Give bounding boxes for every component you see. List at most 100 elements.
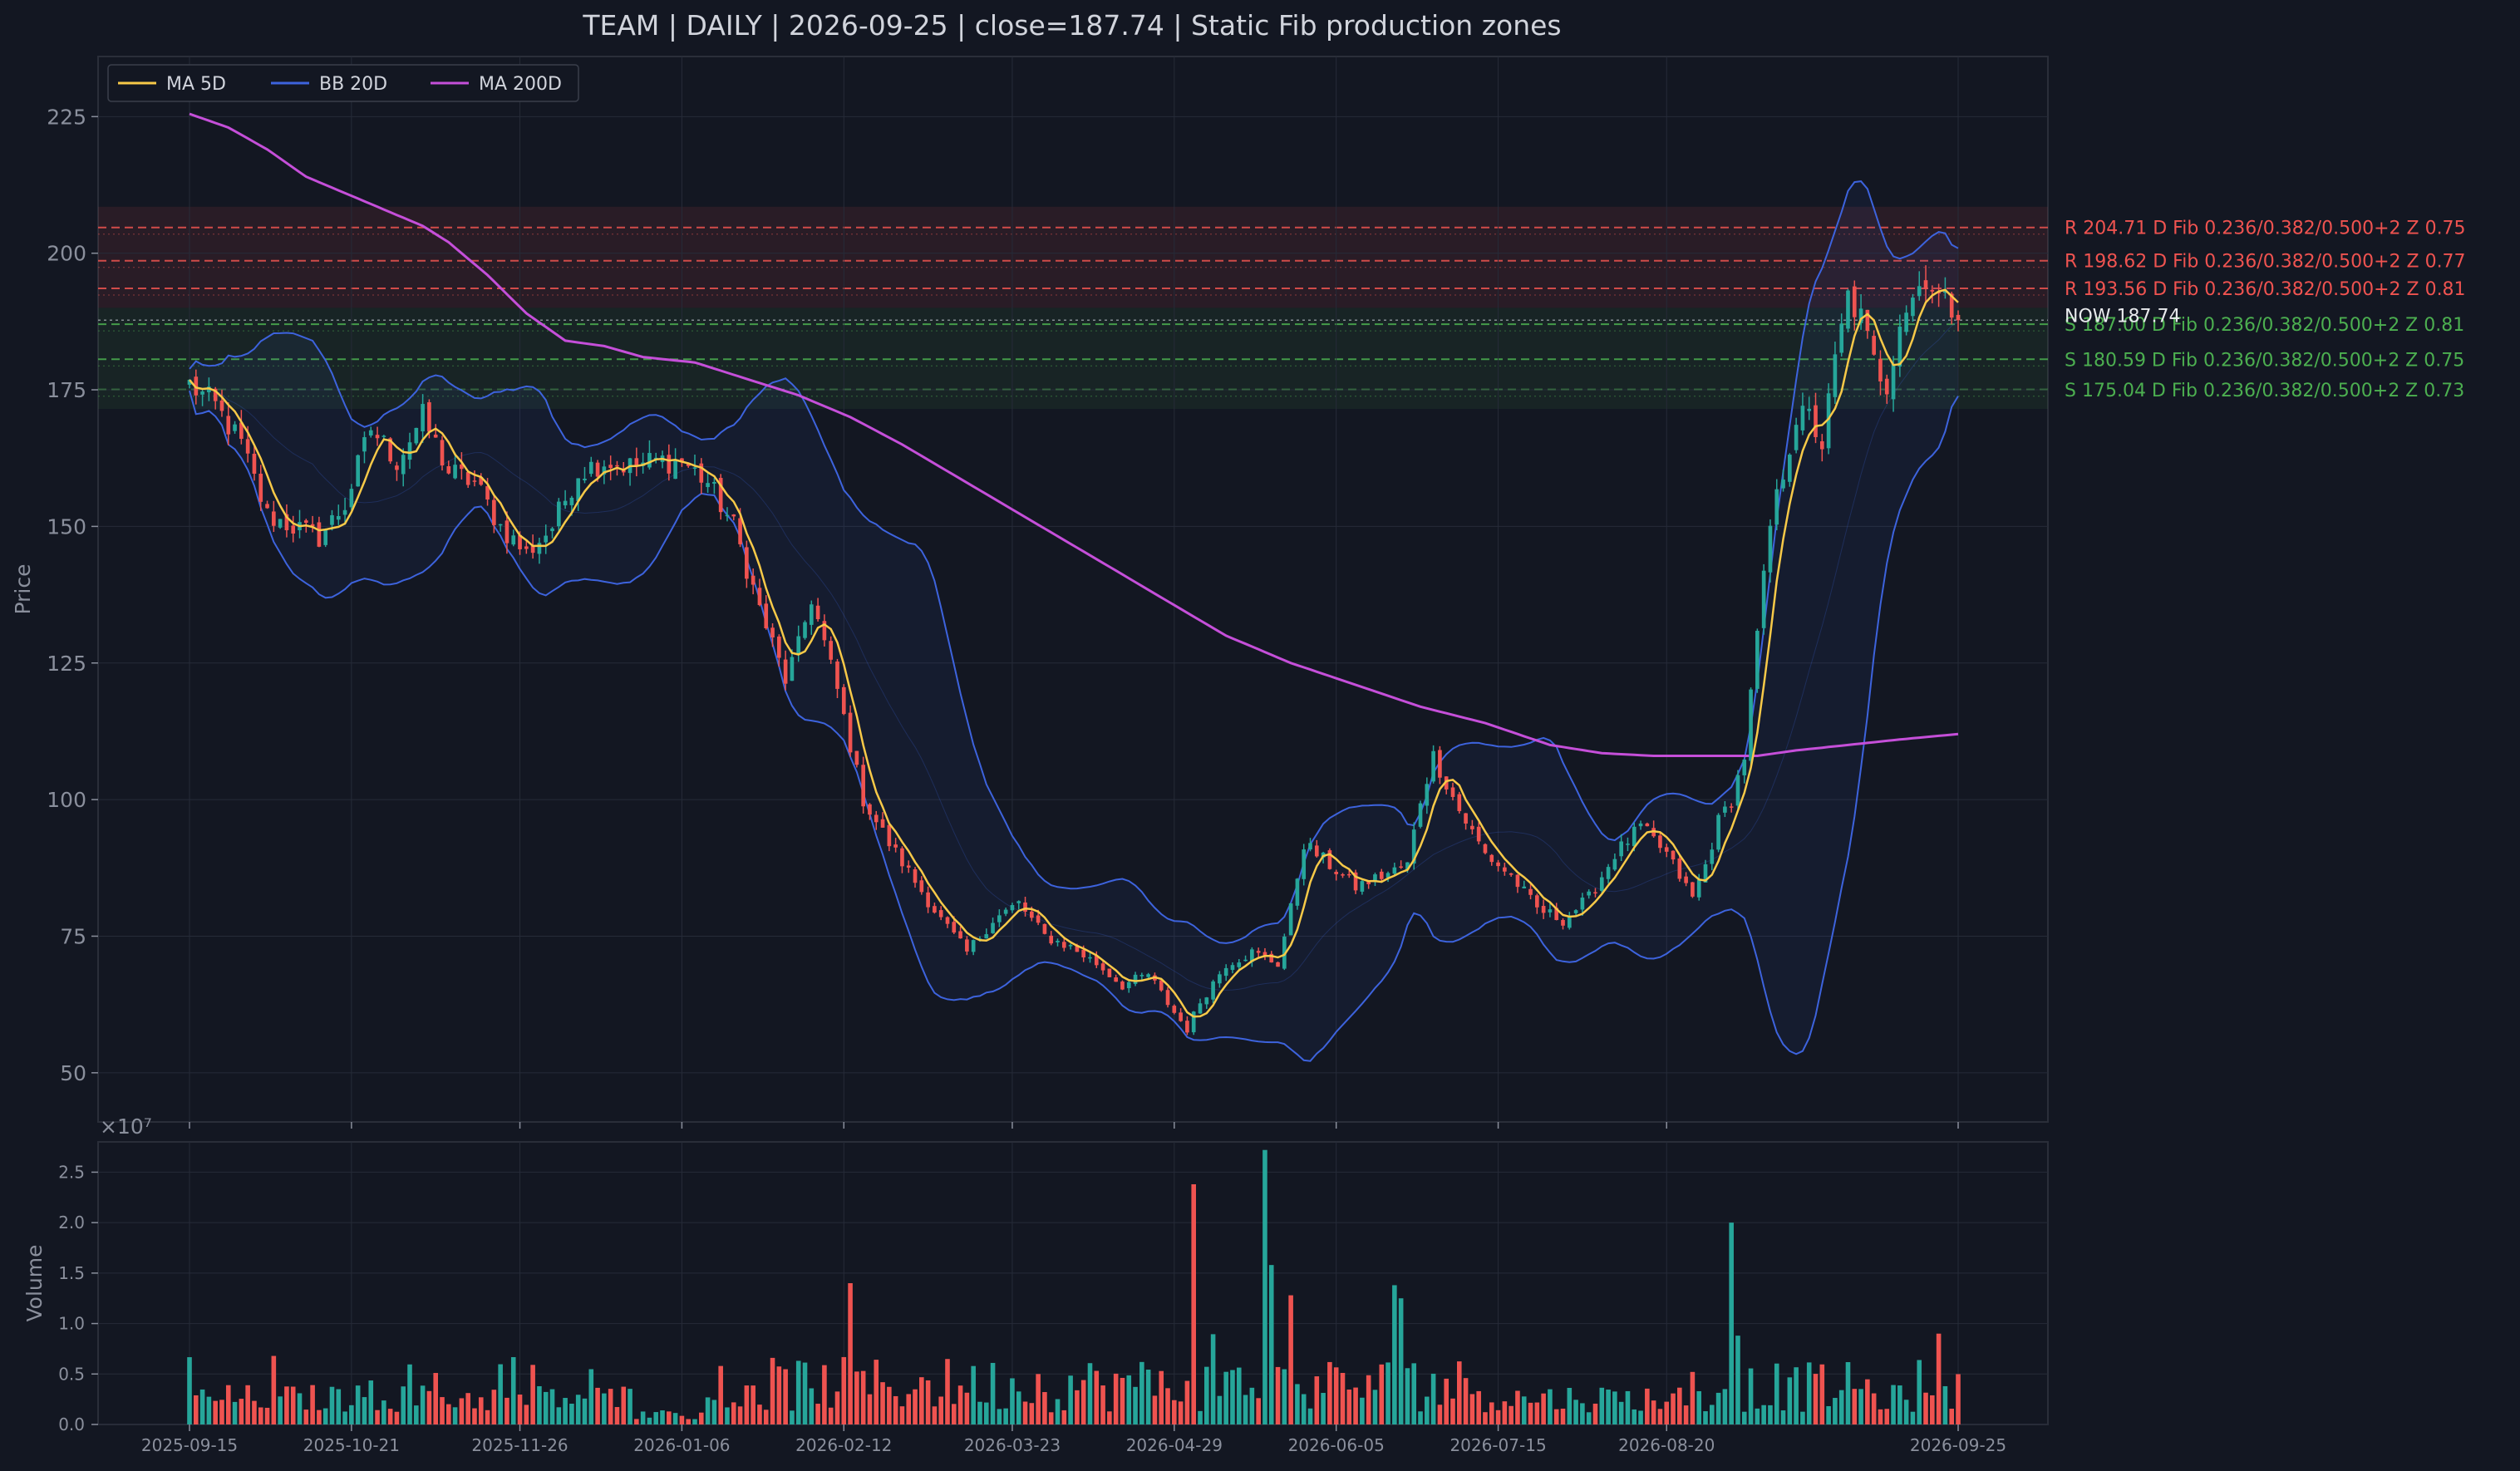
candle-body [1126, 981, 1131, 989]
volume-bar [1036, 1374, 1041, 1424]
candle-body [1768, 525, 1773, 573]
volume-bar [1567, 1387, 1573, 1424]
volume-bar [660, 1410, 665, 1424]
ma-5d-line [189, 288, 1959, 1018]
candle-body [1114, 977, 1118, 982]
volume-bar [1145, 1370, 1151, 1424]
volume-bar [731, 1402, 736, 1424]
candle-body [1256, 951, 1261, 953]
volume-bar [1625, 1390, 1631, 1424]
volume-bar [1159, 1370, 1164, 1424]
volume-bar [1845, 1362, 1851, 1424]
volume-bar [472, 1408, 477, 1424]
volume-bar [407, 1364, 412, 1424]
candle-body [530, 545, 535, 553]
candle-body [427, 402, 431, 432]
candle-body [815, 605, 820, 619]
candle-body [1904, 312, 1908, 332]
candle-body [1710, 849, 1715, 864]
volume-bar [1198, 1410, 1203, 1424]
volume-bar [1794, 1367, 1799, 1424]
volume-bar [375, 1410, 380, 1424]
volume-bar [1139, 1361, 1144, 1424]
candle-body [453, 465, 457, 479]
volume-bar [1599, 1387, 1605, 1424]
volume-bar [776, 1366, 782, 1424]
volume-bar [1755, 1408, 1760, 1424]
volume-bar [1314, 1376, 1320, 1424]
legend-label-ma200: MA 200D [479, 74, 562, 95]
candle-body [349, 489, 354, 508]
volume-bar [556, 1407, 562, 1424]
candle-body [1030, 911, 1034, 918]
candle-body [421, 404, 425, 431]
legend-label-ma5: MA 5D [166, 74, 226, 95]
candle-body [518, 534, 522, 549]
volume-bar [1495, 1410, 1501, 1424]
date-tick-label: 2026-02-12 [795, 1435, 892, 1455]
candle-body [900, 848, 904, 867]
candlesticks [187, 265, 1961, 1036]
volume-bar [1703, 1411, 1708, 1424]
volume-bar [964, 1392, 970, 1424]
volume-bars [187, 1149, 1961, 1424]
candle-body [1191, 1011, 1196, 1033]
candle-body [258, 473, 263, 502]
candle-body [414, 427, 419, 444]
candle-body [1302, 849, 1307, 879]
volume-bar [1826, 1405, 1831, 1424]
volume-bar [1632, 1409, 1637, 1424]
candle-body [1056, 941, 1060, 942]
volume-bar [672, 1413, 678, 1424]
candle-body [219, 400, 224, 411]
volume-bar [744, 1385, 750, 1424]
candle-body [1243, 959, 1248, 962]
volume-bar [854, 1371, 859, 1424]
volume-bar [1346, 1390, 1352, 1424]
candle-body [692, 467, 697, 469]
volume-bar [1489, 1402, 1494, 1424]
candle-body [1133, 974, 1138, 984]
legend-label-bb: BB 20D [319, 74, 387, 95]
candle-body [1262, 952, 1267, 956]
candle-body [1580, 898, 1585, 910]
volume-bar [751, 1385, 756, 1424]
candle-body [1638, 823, 1643, 827]
candle-body [278, 519, 283, 528]
volume-panel-frame [97, 1141, 2049, 1425]
candle-body [265, 504, 269, 509]
candle-body [1541, 906, 1546, 913]
volume-bar [206, 1396, 212, 1424]
volume-bar [588, 1369, 594, 1424]
volume-bar [1126, 1375, 1132, 1424]
volume-bar [1813, 1374, 1819, 1424]
volume-axis-ticks: 0.0 0.5 1.0 1.5 2.0 2.5 [58, 1162, 98, 1434]
price-tick-label: 200 [47, 242, 86, 266]
candle-body [1949, 293, 1954, 318]
price-tick-label: 150 [47, 514, 86, 539]
candle-body [1392, 867, 1397, 874]
price-axis-ticks: 50 75 100 125 150 175 200 225 [47, 105, 98, 1085]
volume-bar [983, 1402, 989, 1424]
volume-bar [1709, 1405, 1715, 1424]
volume-bar [1606, 1390, 1611, 1424]
volume-bar [977, 1401, 982, 1424]
volume-bar [893, 1395, 898, 1424]
candle-body [621, 470, 626, 473]
volume-bar [459, 1398, 465, 1424]
candle-body [602, 466, 607, 475]
volume-bar [537, 1385, 542, 1424]
volume-bar [543, 1391, 549, 1424]
volume-bar [342, 1411, 347, 1424]
candle-body [965, 939, 969, 952]
volume-tick-label: 2.0 [58, 1213, 85, 1232]
volume-bar [491, 1390, 497, 1424]
volume-bar [1418, 1411, 1423, 1424]
volume-bar [602, 1393, 607, 1424]
volume-bar [1683, 1405, 1689, 1424]
volume-bar [199, 1389, 205, 1424]
bb-fill [189, 181, 1958, 1061]
volume-bar [815, 1404, 820, 1424]
candle-body [958, 931, 962, 939]
candle-body [971, 940, 976, 952]
